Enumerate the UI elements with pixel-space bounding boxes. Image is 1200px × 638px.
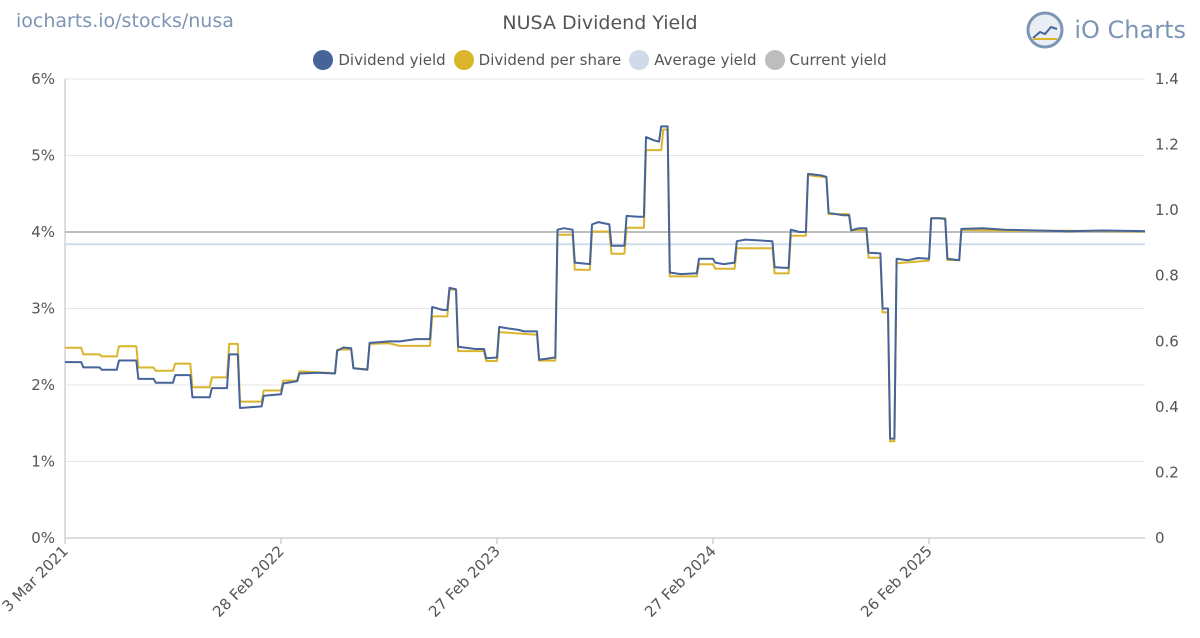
y-left-tick-label: 6%	[31, 70, 55, 88]
site-url[interactable]: iocharts.io/stocks/nusa	[16, 10, 234, 32]
legend-swatch-average-yield	[629, 50, 650, 70]
y-right-tick-label: 0.2	[1155, 463, 1179, 481]
y-left-tick-label: 4%	[31, 223, 55, 241]
y-right-tick-label: 0.4	[1155, 398, 1179, 416]
series-line-dividend-per-share	[65, 128, 1146, 443]
y-right-tick-label: 0	[1155, 529, 1165, 547]
y-left-tick-label: 5%	[31, 147, 55, 165]
y-left-tick-label: 1%	[31, 453, 55, 471]
x-tick-label: 26 Feb 2025	[857, 542, 936, 621]
legend-label-average-yield: Average yield	[654, 51, 757, 69]
brand-name: iO Charts	[1074, 16, 1186, 44]
y-right-tick-label: 1.0	[1155, 201, 1179, 219]
legend-item-current-yield[interactable]: Current yield	[764, 50, 887, 70]
brand-logo-icon	[1026, 11, 1064, 49]
legend-item-dividend-per-share[interactable]: Dividend per share	[453, 50, 622, 70]
y-right-tick-label: 0.8	[1155, 267, 1179, 285]
series-line-dividend-yield	[65, 125, 1146, 440]
legend-item-dividend-yield[interactable]: Dividend yield	[313, 50, 446, 70]
y-right-tick-label: 0.6	[1155, 332, 1179, 350]
chart-legend: Dividend yield Dividend per share Averag…	[0, 50, 1200, 70]
legend-label-dividend-yield: Dividend yield	[338, 51, 446, 69]
chart-title: NUSA Dividend Yield	[502, 12, 698, 34]
legend-swatch-dividend-per-share	[453, 50, 474, 70]
y-right-tick-label: 1.2	[1155, 136, 1179, 154]
x-tick-label: 28 Feb 2022	[209, 542, 288, 621]
x-tick-label: 27 Feb 2024	[641, 542, 720, 621]
x-tick-label: 3 Mar 2021	[0, 542, 72, 615]
legend-item-average-yield[interactable]: Average yield	[629, 50, 757, 70]
legend-swatch-dividend-yield	[313, 50, 334, 70]
y-left-tick-label: 2%	[31, 376, 55, 394]
legend-label-current-yield: Current yield	[789, 51, 887, 69]
y-right-tick-label: 1.4	[1155, 70, 1179, 88]
legend-swatch-current-yield	[764, 50, 785, 70]
y-left-tick-label: 0%	[31, 529, 55, 547]
x-tick-label: 27 Feb 2023	[425, 542, 504, 621]
brand-logo[interactable]: iO Charts	[1026, 10, 1186, 50]
legend-label-dividend-per-share: Dividend per share	[478, 51, 622, 69]
y-left-tick-label: 3%	[31, 300, 55, 318]
